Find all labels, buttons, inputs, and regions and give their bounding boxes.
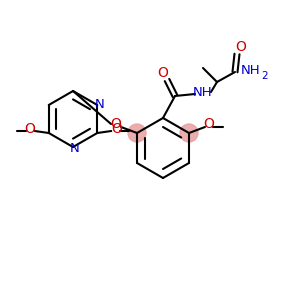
Text: O: O <box>203 117 214 131</box>
Text: O: O <box>24 122 35 136</box>
Text: O: O <box>236 40 246 54</box>
Text: N: N <box>70 142 80 155</box>
Text: O: O <box>111 117 122 131</box>
Text: NH: NH <box>241 64 261 76</box>
Text: O: O <box>158 66 168 80</box>
Circle shape <box>180 124 198 142</box>
Text: O: O <box>111 122 122 136</box>
Text: NH: NH <box>193 85 213 98</box>
Text: 2: 2 <box>262 71 268 81</box>
Circle shape <box>128 124 146 142</box>
Text: N: N <box>94 98 104 112</box>
